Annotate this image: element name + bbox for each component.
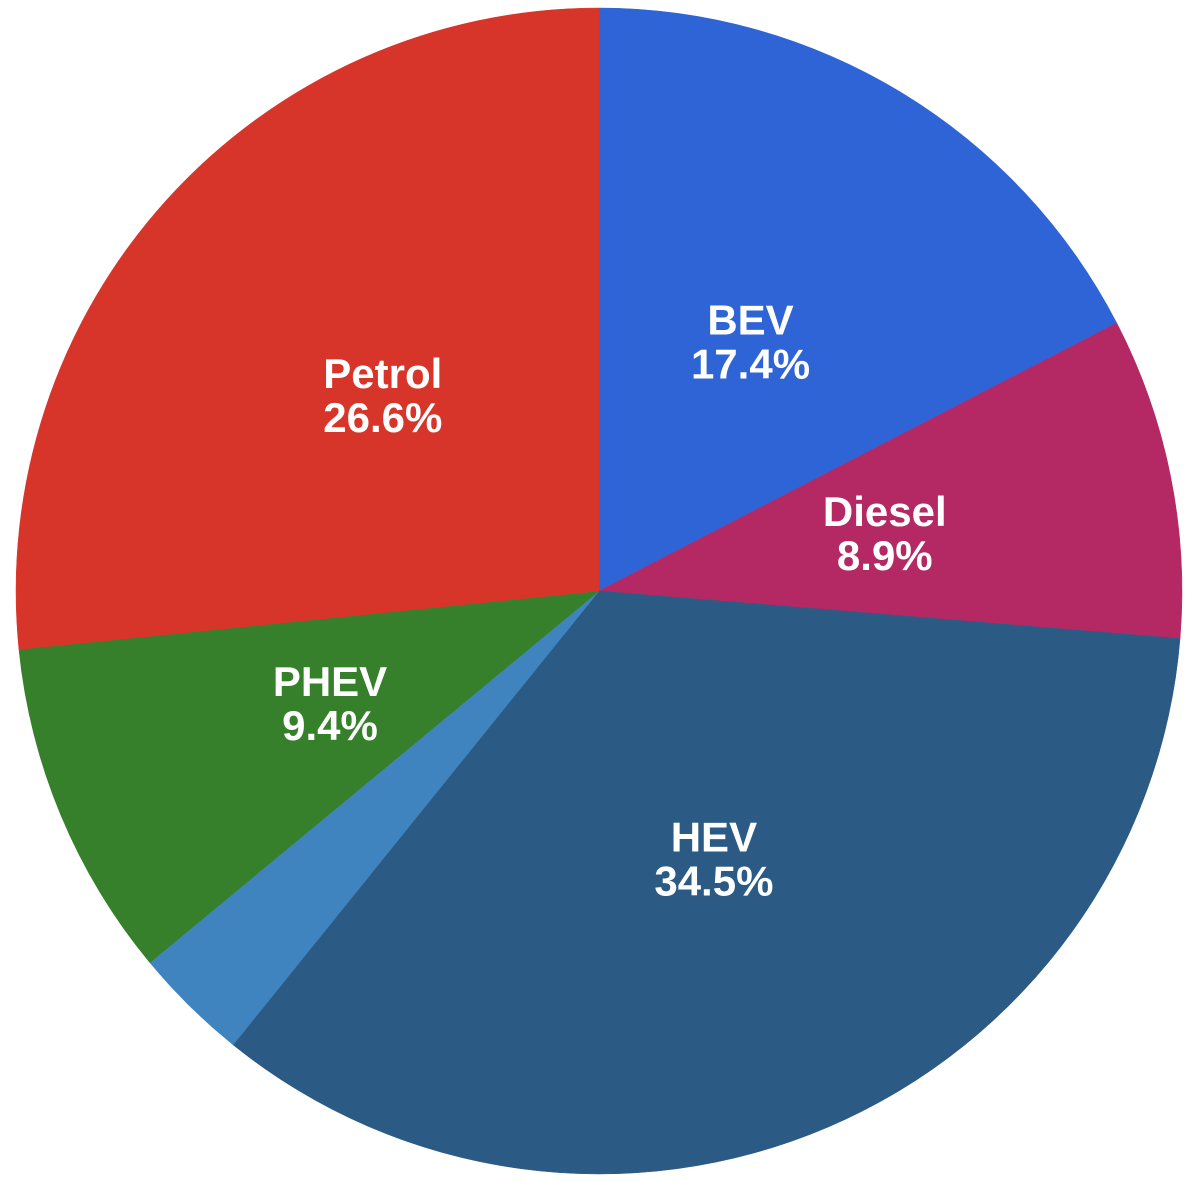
pie-slice-phev (18, 590, 600, 963)
slice-label-hev: HEV 34.5% (654, 813, 773, 904)
pie-slice-petrol (15, 7, 600, 650)
slice-percent-text: 8.9% (837, 532, 933, 579)
slice-label-diesel: Diesel 8.9% (823, 488, 947, 579)
slice-label-petrol: Petrol 26.6% (323, 350, 442, 441)
slice-percent-text: 34.5% (654, 857, 773, 904)
slice-name-text: PHEV (273, 658, 387, 705)
slice-label-phev: PHEV 9.4% (273, 658, 387, 749)
slice-name-text: Petrol (323, 350, 442, 397)
slice-name-text: Diesel (823, 488, 947, 535)
pie-slice-bev (598, 7, 1118, 592)
slice-percent-text: 17.4% (691, 341, 810, 388)
slice-label-bev: BEV 17.4% (691, 296, 810, 387)
pie-slice-hev (232, 590, 1181, 1175)
slice-name-text: HEV (671, 813, 757, 860)
slice-name-text: BEV (707, 296, 793, 343)
slice-percent-text: 26.6% (323, 394, 442, 441)
pie-slice-diesel (598, 322, 1183, 639)
slice-percent-text: 9.4% (282, 702, 378, 749)
